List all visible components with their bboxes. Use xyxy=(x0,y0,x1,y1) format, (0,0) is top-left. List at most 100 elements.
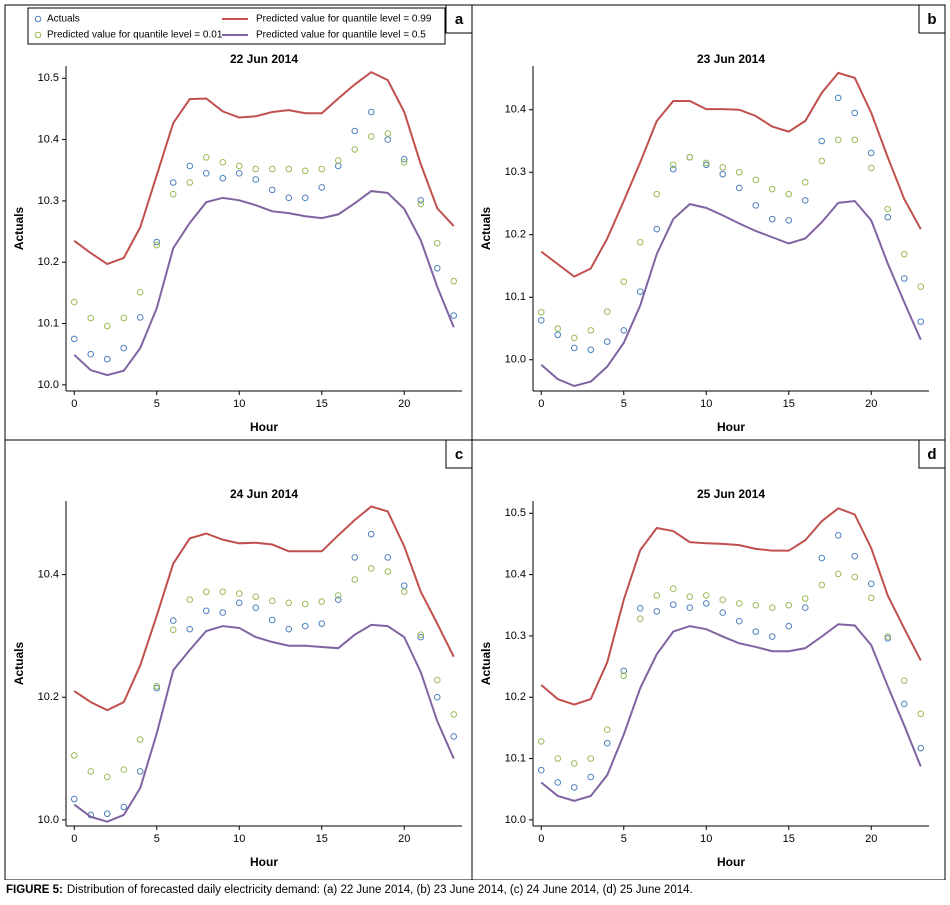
data-point xyxy=(653,608,661,615)
data-point xyxy=(884,633,892,640)
data-point xyxy=(818,157,826,165)
data-point xyxy=(867,164,875,172)
data-point xyxy=(554,755,562,762)
data-point xyxy=(318,184,326,191)
data-point xyxy=(202,588,210,596)
data-point xyxy=(285,625,293,633)
data-point xyxy=(653,190,661,198)
panel-border xyxy=(471,439,946,880)
data-point xyxy=(719,609,727,616)
panel-letter: a xyxy=(455,11,464,28)
data-point xyxy=(801,197,809,204)
data-point xyxy=(120,344,128,352)
panel-letter-box xyxy=(445,439,473,469)
x-tick-label: 15 xyxy=(783,398,795,410)
data-point xyxy=(768,633,776,640)
data-point xyxy=(334,596,342,604)
data-point xyxy=(153,682,161,690)
data-point xyxy=(818,137,826,145)
data-point xyxy=(587,346,595,354)
chart-panel: c 24 Jun 2014 Actuals Hour 10.0 10.2 10.4 0 5 10 1… xyxy=(4,439,473,880)
legend-label: Predicted value for quantile level = 0.5 xyxy=(256,30,426,41)
data-point xyxy=(818,554,826,562)
data-point xyxy=(834,570,842,578)
data-point xyxy=(120,766,128,773)
data-point xyxy=(87,314,95,322)
x-tick-label: 0 xyxy=(538,398,544,410)
data-point xyxy=(367,530,375,538)
x-tick-label: 15 xyxy=(316,398,328,410)
data-point xyxy=(636,615,644,623)
x-tick-label: 5 xyxy=(621,398,627,410)
y-tick-label: 10.2 xyxy=(38,256,59,268)
data-point xyxy=(653,592,661,599)
data-point xyxy=(219,588,227,596)
data-point xyxy=(735,184,743,192)
data-point xyxy=(186,625,194,633)
x-tick-label: 10 xyxy=(233,398,245,410)
data-point xyxy=(587,773,595,781)
data-point xyxy=(603,338,611,345)
data-point xyxy=(702,161,710,169)
x-tick-label: 10 xyxy=(233,833,245,845)
data-point xyxy=(136,288,144,296)
data-point xyxy=(900,250,908,258)
data-point xyxy=(570,784,578,791)
data-point xyxy=(186,596,194,604)
data-point xyxy=(285,194,293,202)
data-point xyxy=(70,335,78,343)
series-line xyxy=(73,70,455,266)
x-tick-label: 5 xyxy=(154,398,160,410)
data-point xyxy=(169,626,177,634)
data-point xyxy=(900,677,908,684)
data-point xyxy=(735,168,743,176)
data-point xyxy=(669,601,677,608)
data-point xyxy=(235,170,243,177)
x-axis-label: Hour xyxy=(250,855,278,869)
y-tick-label: 10.2 xyxy=(38,691,59,703)
data-point xyxy=(801,604,809,611)
x-axis-label: Hour xyxy=(717,420,745,434)
data-point xyxy=(537,308,545,316)
legend-marker xyxy=(34,31,42,39)
data-point xyxy=(136,314,144,321)
data-point xyxy=(169,179,177,186)
data-point xyxy=(851,109,859,117)
y-tick-label: 10.3 xyxy=(505,166,526,178)
data-point xyxy=(636,238,644,246)
data-point xyxy=(686,153,694,161)
data-point xyxy=(884,205,892,213)
data-point xyxy=(202,607,210,615)
x-tick-label: 20 xyxy=(398,833,410,845)
series-line xyxy=(540,507,922,706)
data-point xyxy=(752,628,760,635)
data-point xyxy=(785,622,793,630)
data-point xyxy=(900,700,908,708)
data-point xyxy=(884,635,892,642)
chart-title: 23 Jun 2014 xyxy=(697,52,765,66)
data-point xyxy=(400,158,408,166)
chart-panel: a 22 Jun 2014 Actuals Hour 10.0 10.1 10.2 10.3 1… xyxy=(4,4,473,441)
data-point xyxy=(351,554,359,561)
chart-title: 24 Jun 2014 xyxy=(230,487,298,501)
y-tick-label: 10.0 xyxy=(505,814,526,826)
data-point xyxy=(653,225,661,233)
data-point xyxy=(851,573,859,581)
data-point xyxy=(917,318,925,325)
x-tick-label: 5 xyxy=(621,833,627,845)
data-point xyxy=(351,146,359,153)
data-point xyxy=(334,157,342,164)
series-line xyxy=(540,199,922,388)
data-point xyxy=(735,600,743,607)
y-axis-label: Actuals xyxy=(12,207,26,251)
data-point xyxy=(252,165,260,173)
data-point xyxy=(235,599,243,607)
data-point xyxy=(702,592,710,599)
x-axis-label: Hour xyxy=(717,855,745,869)
x-tick-label: 20 xyxy=(865,833,877,845)
data-point xyxy=(768,215,776,223)
data-point xyxy=(450,277,458,285)
data-point xyxy=(186,179,194,186)
chart-panel: d 25 Jun 2014 Actuals Hour 10.0 10.1 10.2 10.3 1… xyxy=(471,439,946,880)
chart-title: 25 Jun 2014 xyxy=(697,487,765,501)
